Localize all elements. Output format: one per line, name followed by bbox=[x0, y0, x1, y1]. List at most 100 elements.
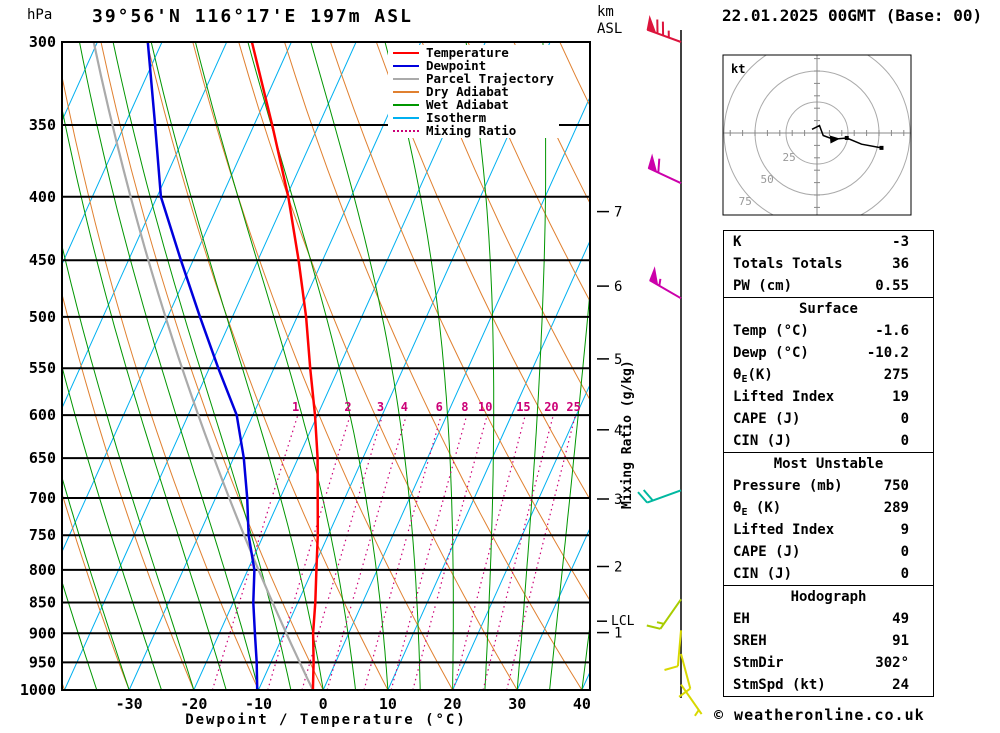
row-label: Temp (°C) bbox=[733, 323, 809, 339]
isotherm-lines bbox=[62, 42, 590, 690]
pressure-tick-label: 500 bbox=[29, 308, 56, 326]
mixing-ratio-value-label: 6 bbox=[436, 400, 443, 414]
pressure-tick-label: 850 bbox=[29, 594, 56, 612]
mixing-ratio-value-label: 2 bbox=[344, 400, 351, 414]
pressure-tick-label: 300 bbox=[29, 33, 56, 51]
pressure-tick-label: 350 bbox=[29, 116, 56, 134]
sounding-parameter-tables: K -3 Totals Totals 36 PW (cm) 0.55 Surfa… bbox=[723, 230, 934, 697]
row-value: 36 bbox=[892, 256, 909, 272]
row-label: SREH bbox=[733, 633, 767, 649]
row-surface-cape: CAPE (J) 0 bbox=[724, 408, 933, 430]
row-surface-theta-e: θE(K) 275 bbox=[724, 364, 933, 386]
row-label: PW (cm) bbox=[733, 278, 793, 294]
mixing-ratio-value-label: 3 bbox=[377, 400, 384, 414]
km-tick-label: 1 bbox=[614, 626, 622, 642]
row-value: -1.6 bbox=[875, 323, 909, 339]
parcel-trajectory-line bbox=[92, 42, 314, 690]
row-stmdir: StmDir 302° bbox=[724, 652, 933, 674]
row-value: -10.2 bbox=[866, 345, 909, 361]
wind-barb bbox=[649, 266, 682, 300]
temperature-tick-label: -20 bbox=[180, 695, 207, 713]
row-mu-cin: CIN (J) 0 bbox=[724, 563, 933, 585]
km-tick-label: 2 bbox=[614, 560, 622, 576]
row-value: 302° bbox=[875, 655, 909, 671]
row-mu-pressure: Pressure (mb) 750 bbox=[724, 475, 933, 497]
km-tick-label: 3 bbox=[614, 492, 622, 508]
plot-border bbox=[61, 41, 591, 691]
isotherm-line-swatch bbox=[393, 116, 419, 119]
temperature-tick-label: -10 bbox=[245, 695, 272, 713]
row-label: CIN (J) bbox=[733, 433, 793, 449]
pressure-tick-label: 750 bbox=[29, 526, 56, 544]
legend-label: Temperature bbox=[426, 45, 509, 60]
temperature-tick-label: 0 bbox=[319, 695, 328, 713]
mixing-ratio-value-label: 10 bbox=[478, 400, 492, 414]
row-label: Pressure (mb) bbox=[733, 478, 843, 494]
dewpoint-line-swatch bbox=[393, 64, 419, 67]
row-value: 19 bbox=[892, 389, 909, 405]
row-value: 0 bbox=[900, 544, 909, 560]
row-label: Lifted Index bbox=[733, 389, 835, 405]
temperature-axis-label: Dewpoint / Temperature (°C) bbox=[185, 712, 467, 728]
temperature-line-swatch bbox=[393, 51, 419, 54]
temperature-tick-label: 10 bbox=[379, 695, 397, 713]
pressure-tick-label: 1000 bbox=[20, 681, 56, 699]
pressure-tick-label: 650 bbox=[29, 449, 56, 467]
km-axis-unit-line1: km bbox=[597, 4, 614, 20]
temperature-tick-label: 30 bbox=[508, 695, 526, 713]
legend-label: Dewpoint bbox=[426, 58, 487, 73]
pressure-tick-label: 550 bbox=[29, 359, 56, 377]
row-value: 289 bbox=[883, 500, 909, 516]
row-value: -3 bbox=[892, 234, 909, 250]
row-totals-totals: Totals Totals 36 bbox=[724, 253, 933, 275]
mixing-ratio-value-label: 4 bbox=[401, 400, 408, 414]
row-label: CAPE (J) bbox=[733, 411, 801, 427]
mixing-ratio-value-label: 1 bbox=[292, 400, 299, 414]
lcl-label: LCL bbox=[611, 614, 635, 629]
row-mu-theta-e: θE (K) 289 bbox=[724, 497, 933, 519]
legend-item-wet-adiabat: Wet Adiabat bbox=[393, 97, 554, 112]
row-surface-temp: Temp (°C) -1.6 bbox=[724, 320, 933, 342]
temperature-tick-label: 40 bbox=[573, 695, 591, 713]
row-label: EH bbox=[733, 611, 750, 627]
row-value: 0.55 bbox=[875, 278, 909, 294]
surface-table: Surface Temp (°C) -1.6 Dewp (°C) -10.2 θ… bbox=[724, 297, 933, 452]
km-axis-unit: km ASL bbox=[597, 4, 622, 38]
pressure-tick-label: 600 bbox=[29, 406, 56, 424]
legend-label: Isotherm bbox=[426, 110, 487, 125]
row-value: 91 bbox=[892, 633, 909, 649]
indices-table: K -3 Totals Totals 36 PW (cm) 0.55 bbox=[724, 231, 933, 297]
wind-barb bbox=[664, 630, 682, 671]
legend-label: Wet Adiabat bbox=[426, 97, 509, 112]
wind-barb bbox=[647, 153, 682, 185]
legend-label: Mixing Ratio bbox=[426, 123, 517, 138]
row-value: 275 bbox=[883, 367, 909, 383]
hodograph-arrow bbox=[829, 135, 841, 144]
row-sreh: SREH 91 bbox=[724, 630, 933, 652]
pressure-grid-lines bbox=[62, 42, 590, 690]
mixing-ratio-value-label: 8 bbox=[461, 400, 468, 414]
legend-item-isotherm: Isotherm bbox=[393, 110, 554, 125]
legend-label: Dry Adiabat bbox=[426, 84, 509, 99]
row-value: 0 bbox=[900, 411, 909, 427]
pressure-tick-label: 700 bbox=[29, 489, 56, 507]
row-surface-lifted-index: Lifted Index 19 bbox=[724, 386, 933, 408]
theta-e-label: θE(K) bbox=[733, 367, 773, 385]
plot-area bbox=[62, 42, 590, 690]
row-label: Totals Totals bbox=[733, 256, 843, 272]
row-mu-lifted-index: Lifted Index 9 bbox=[724, 519, 933, 541]
surface-table-header: Surface bbox=[798, 301, 858, 317]
temperature-tick-label: -30 bbox=[116, 695, 143, 713]
mixing-ratio-value-label: 25 bbox=[566, 400, 580, 414]
mixing-ratio-line-swatch bbox=[393, 129, 419, 132]
temperature-tick-label: 20 bbox=[444, 695, 462, 713]
pressure-tick-label: 950 bbox=[29, 653, 56, 671]
hodograph-trace-dot bbox=[879, 145, 884, 150]
legend-item-parcel: Parcel Trajectory bbox=[393, 71, 554, 86]
row-surface-cin: CIN (J) 0 bbox=[724, 430, 933, 452]
km-tick-label: 6 bbox=[614, 279, 622, 295]
wind-barb bbox=[637, 489, 682, 504]
km-tick-label: 4 bbox=[614, 423, 622, 439]
hodograph-ring-label: 25 bbox=[782, 151, 795, 164]
